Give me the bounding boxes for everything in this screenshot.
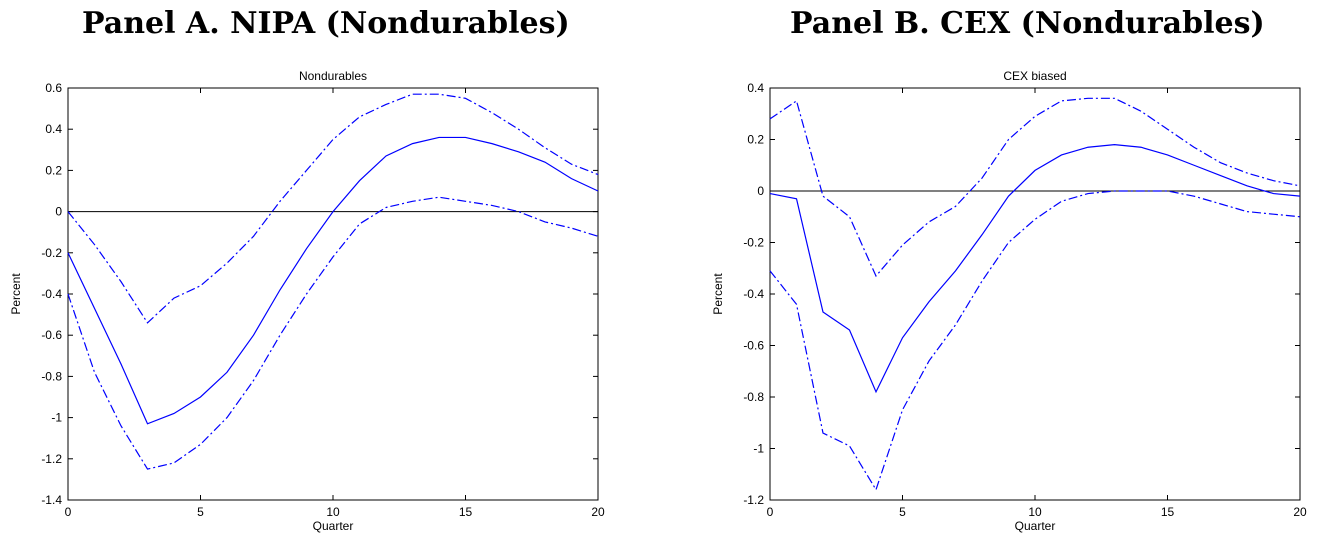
x-tick-label: 15 — [1161, 505, 1175, 519]
x-tick-label: 5 — [899, 505, 906, 519]
y-tick-label: -1 — [753, 442, 764, 456]
y-tick-label: 0.2 — [747, 133, 764, 147]
x-axis-label: Quarter — [1015, 519, 1056, 533]
plot-frame — [769, 87, 1301, 501]
y-tick-label: -0.2 — [743, 236, 764, 250]
x-tick-label: 20 — [1293, 505, 1307, 519]
y-axis-label: Percent — [711, 273, 725, 315]
x-tick-label: 10 — [326, 505, 340, 519]
chart-title: Nondurables — [299, 69, 367, 83]
y-tick-label: -0.8 — [41, 369, 62, 383]
y-tick-label: 0.6 — [45, 81, 62, 95]
y-tick-label: -1.2 — [743, 493, 764, 507]
y-tick-label: -0.6 — [743, 339, 764, 353]
y-tick-label: -1.2 — [41, 452, 62, 466]
panel-b-title: Panel B. CEX (Nondurables) — [790, 6, 1265, 41]
y-tick-label: 0 — [55, 205, 62, 219]
x-tick-label: 20 — [591, 505, 605, 519]
chart-title: CEX biased — [1003, 69, 1066, 83]
y-tick-label: -1 — [51, 411, 62, 425]
x-tick-label: 0 — [65, 505, 72, 519]
y-tick-label: 0.2 — [45, 163, 62, 177]
y-axis-label: Percent — [9, 273, 23, 315]
y-tick-label: 0.4 — [747, 81, 764, 95]
plot-frame — [67, 87, 599, 501]
y-tick-label: -0.6 — [41, 328, 62, 342]
y-tick-label: -1.4 — [41, 493, 62, 507]
x-tick-label: 0 — [767, 505, 774, 519]
x-tick-label: 15 — [459, 505, 473, 519]
series-estimate-line — [769, 144, 1301, 394]
y-tick-label: -0.4 — [41, 287, 62, 301]
y-tick-label: -0.8 — [743, 390, 764, 404]
series-estimate-line — [67, 136, 599, 425]
series-band-line-2 — [67, 196, 599, 470]
chart-nipa-nondurables: Nondurables -1.4 -1.2 -1 -0.8 -0.6 -0.4 -0.2 0 0.… — [9, 69, 605, 533]
series-band-line-1 — [67, 93, 599, 324]
chart-cex-biased: CEX biased -1.2 -1 -0.8 -0.6 -0.4 -0.2 0 0.2 0.4 0… — [711, 69, 1307, 533]
x-tick-label: 5 — [197, 505, 204, 519]
series-band-line-1 — [769, 97, 1301, 278]
y-tick-label: -0.2 — [41, 246, 62, 260]
x-tick-label: 10 — [1028, 505, 1042, 519]
panel-a-title: Panel A. NIPA (Nondurables) — [82, 6, 570, 41]
y-tick-label: -0.4 — [743, 287, 764, 301]
y-tick-label: 0 — [757, 184, 764, 198]
series-band-line-2 — [769, 190, 1301, 492]
y-tick-label: 0.4 — [45, 122, 62, 136]
x-axis-label: Quarter — [313, 519, 354, 533]
